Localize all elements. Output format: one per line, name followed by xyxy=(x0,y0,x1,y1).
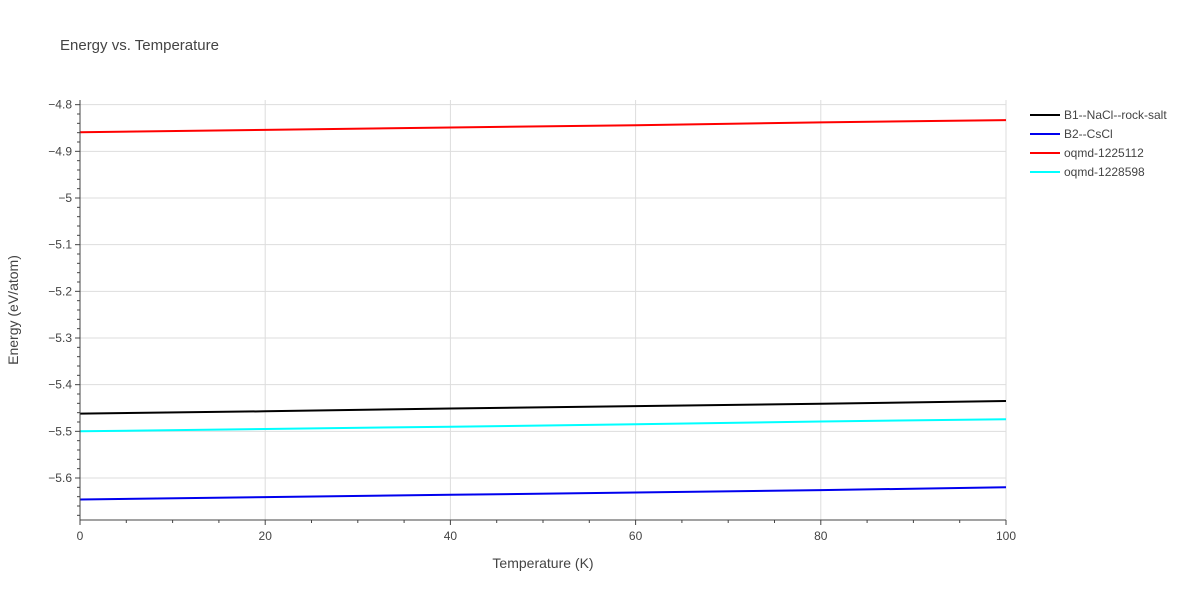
legend-label: oqmd-1225112 xyxy=(1064,146,1144,160)
x-tick-label: 0 xyxy=(77,529,84,543)
series-line-3 xyxy=(79,119,1007,134)
legend-label: B1--NaCl--rock-salt xyxy=(1064,108,1167,122)
grid-layer xyxy=(80,100,1007,520)
x-axis-title: Temperature (K) xyxy=(492,555,593,571)
x-tick-label: 20 xyxy=(259,529,273,543)
y-tick-label: −5 xyxy=(58,191,72,205)
y-tick-label: −4.8 xyxy=(48,98,72,112)
y-tick-label: −5.4 xyxy=(48,378,72,392)
axes-layer: 0 20 40 60 80 100 −4.8 −4.9 −5 −5.1 −5.2 −5.3 −5.4 −5… xyxy=(48,98,1016,543)
y-tick-label: −5.3 xyxy=(48,331,72,345)
y-tick-label: −5.2 xyxy=(48,284,72,298)
y-tick-label: −5.1 xyxy=(48,238,72,252)
chart-title: Energy vs. Temperature xyxy=(60,37,219,54)
legend-item[interactable]: oqmd-1228598 xyxy=(1030,165,1145,179)
series-line-1 xyxy=(79,400,1007,415)
legend-item[interactable]: B2--CsCl xyxy=(1030,127,1113,141)
x-tick-label: 100 xyxy=(996,529,1016,543)
y-tick-label: −5.6 xyxy=(48,471,72,485)
y-tick-label: −4.9 xyxy=(48,144,72,158)
y-axis-title: Energy (eV/atom) xyxy=(5,255,21,365)
x-tick-label: 40 xyxy=(444,529,458,543)
x-tick-label: 60 xyxy=(629,529,643,543)
series-line-4 xyxy=(79,418,1007,433)
legend-item[interactable]: oqmd-1225112 xyxy=(1030,146,1144,160)
series-line-2 xyxy=(79,486,1007,501)
legend-label: oqmd-1228598 xyxy=(1064,165,1145,179)
legend-item[interactable]: B1--NaCl--rock-salt xyxy=(1030,108,1167,122)
x-tick-label: 80 xyxy=(814,529,828,543)
series-layer xyxy=(79,119,1007,501)
legend-label: B2--CsCl xyxy=(1064,127,1113,141)
legend: B1--NaCl--rock-salt B2--CsCl oqmd-1225112 o… xyxy=(1030,108,1167,179)
y-tick-label: −5.5 xyxy=(48,424,72,438)
